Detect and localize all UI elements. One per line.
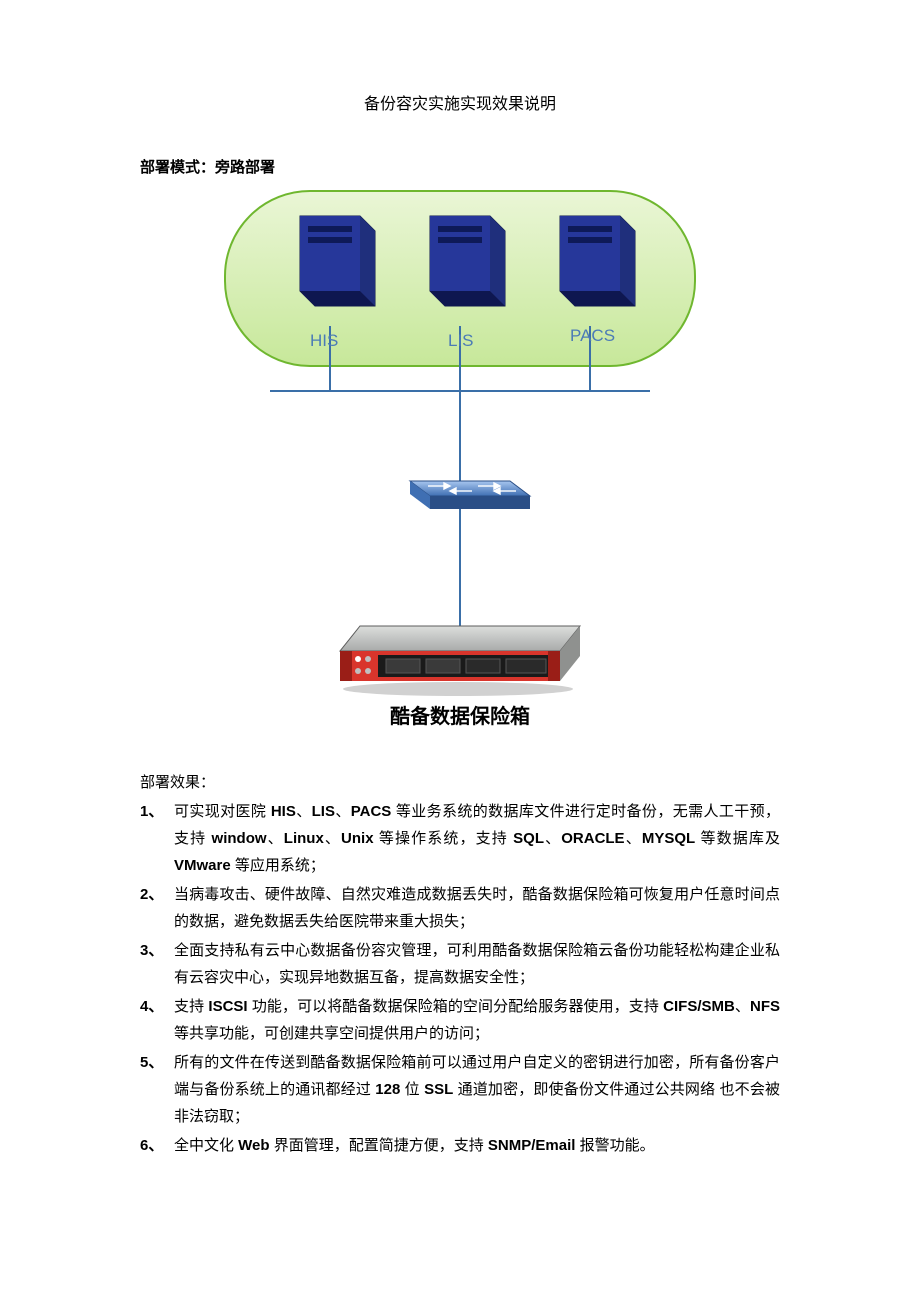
deploy-mode-heading: 部署模式：旁路部署 <box>140 156 780 177</box>
item-number: 3、 <box>140 937 174 991</box>
page-title: 备份容灾实施实现效果说明 <box>140 90 780 114</box>
server-his <box>300 216 375 306</box>
item-text: 支持 ISCSI 功能，可以将酷备数据保险箱的空间分配给服务器使用，支持 CIF… <box>174 993 780 1047</box>
network-switch-icon <box>410 481 530 509</box>
server-label-his: HIS <box>310 331 338 350</box>
effects-heading: 部署效果： <box>140 771 780 792</box>
item-text: 所有的文件在传送到酷备数据保险箱前可以通过用户自定义的密钥进行加密，所有备份客户… <box>174 1049 780 1130</box>
item-text: 全中文化 Web 界面管理，配置简捷方便，支持 SNMP/Email 报警功能。 <box>174 1132 780 1159</box>
effects-item: 3、全面支持私有云中心数据备份容灾管理，可利用酷备数据保险箱云备份功能轻松构建企… <box>140 937 780 991</box>
server-label-pacs: PACS <box>570 326 615 345</box>
item-text: 可实现对医院 HIS、LIS、PACS 等业务系统的数据库文件进行定时备份，无需… <box>174 798 780 879</box>
item-number: 2、 <box>140 881 174 935</box>
server-label-lis: LIS <box>448 331 474 350</box>
effects-item: 4、支持 ISCSI 功能，可以将酷备数据保险箱的空间分配给服务器使用，支持 C… <box>140 993 780 1047</box>
server-pacs <box>560 216 635 306</box>
appliance-label: 酷备数据保险箱 <box>390 704 530 728</box>
effects-list: 1、可实现对医院 HIS、LIS、PACS 等业务系统的数据库文件进行定时备份，… <box>140 798 780 1159</box>
server-lis <box>430 216 505 306</box>
backup-appliance-icon <box>340 626 580 696</box>
item-number: 6、 <box>140 1132 174 1159</box>
item-number: 1、 <box>140 798 174 879</box>
effects-item: 2、当病毒攻击、硬件故障、自然灾难造成数据丢失时，酷备数据保险箱可恢复用户任意时… <box>140 881 780 935</box>
item-number: 4、 <box>140 993 174 1047</box>
item-number: 5、 <box>140 1049 174 1130</box>
effects-item: 5、所有的文件在传送到酷备数据保险箱前可以通过用户自定义的密钥进行加密，所有备份… <box>140 1049 780 1130</box>
effects-item: 1、可实现对医院 HIS、LIS、PACS 等业务系统的数据库文件进行定时备份，… <box>140 798 780 879</box>
connection-lines <box>270 326 650 626</box>
effects-item: 6、全中文化 Web 界面管理，配置简捷方便，支持 SNMP/Email 报警功… <box>140 1132 780 1159</box>
topology-diagram: HIS LIS PACS <box>200 181 720 751</box>
item-text: 当病毒攻击、硬件故障、自然灾难造成数据丢失时，酷备数据保险箱可恢复用户任意时间点… <box>174 881 780 935</box>
item-text: 全面支持私有云中心数据备份容灾管理，可利用酷备数据保险箱云备份功能轻松构建企业私… <box>174 937 780 991</box>
document-page: 备份容灾实施实现效果说明 部署模式：旁路部署 <box>0 0 920 1302</box>
